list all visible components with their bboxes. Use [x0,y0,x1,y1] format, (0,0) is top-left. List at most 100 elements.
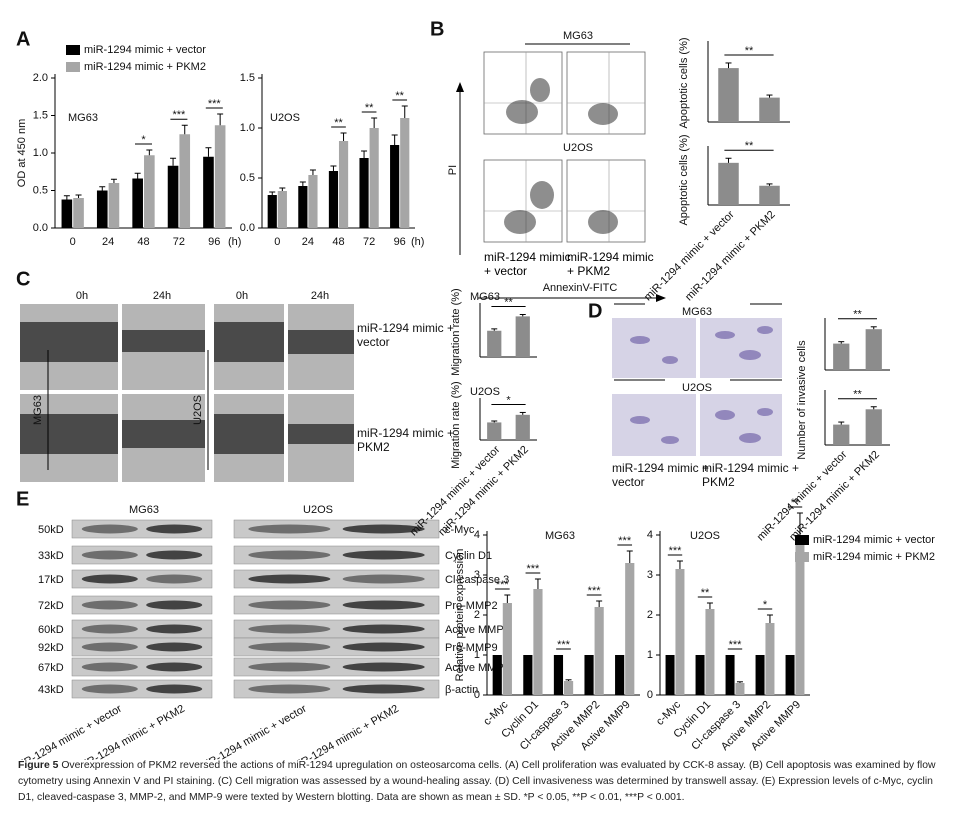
flow-title: U2OS [563,142,593,154]
bar [502,603,512,695]
bar [865,329,882,370]
dot-cloud [506,100,538,124]
bar [523,655,533,695]
bar [553,655,564,695]
y-tick-label: 1.0 [33,147,48,159]
blot-strip [233,545,440,565]
y-tick-label: 2 [647,609,653,621]
blot-band [81,624,138,634]
bar [277,191,287,228]
sig-label: *** [526,563,540,575]
legend-label: miR-1294 mimic + vector [84,44,206,56]
sig-label: ** [395,90,404,102]
bar [563,681,574,695]
sig-label: *** [172,109,186,121]
dot-cloud [588,103,618,125]
flow-plots: MG63 U2OS PI AnnexinV-FITC [447,30,666,302]
caption-text: Overexpression of PKM2 reversed the acti… [18,760,936,803]
y-tick-label: 0 [474,689,480,701]
blot-band [81,642,138,652]
time-label: 0h [76,290,88,302]
dot-cloud [530,181,554,209]
blot-band [248,600,331,610]
condition-label: miR-1294 mimic + vector [484,250,571,278]
protein-label: Pro-MMP9 [445,642,498,654]
y-tick-label: 0.0 [240,222,255,234]
blot-strip [71,569,213,589]
bar [515,316,530,357]
blot-band [248,574,331,584]
bar [179,134,191,228]
bar [833,343,850,370]
x-axis-label: (h) [228,236,241,248]
bar [675,569,685,695]
condition-label: miR-1294 mimic + vector [612,461,710,489]
sig-label: *** [557,639,571,651]
y-tick-label: 0 [647,689,653,701]
cell-label: U2OS [192,395,204,425]
blot-band [248,684,331,694]
bar [298,186,308,228]
blot-band [81,684,138,694]
x-tick-label: 0 [70,236,76,248]
bar [400,118,410,228]
bar [695,655,705,695]
y-tick-label: 1.5 [240,72,255,84]
panel-letter: B [430,18,444,40]
caption-label: Figure 5 [18,760,59,771]
chart-title: U2OS [470,386,500,398]
sig-label: * [763,599,768,611]
chart-title: U2OS [690,530,720,542]
x-axis-label: (h) [411,236,424,248]
x-tick-label: 72 [363,236,375,248]
sig-label: *** [496,579,510,591]
blot-strip [233,657,440,677]
y-tick-label: 4 [474,529,480,541]
size-label: 43kD [38,684,64,696]
bar [203,156,214,228]
panel-letter: C [16,268,30,290]
blot-strip [233,637,440,657]
sig-label: *** [669,545,683,557]
western-blots: MG63 U2OS [129,504,333,516]
bar [755,655,765,695]
bar [108,183,120,228]
bar [96,190,108,228]
sig-label: * [141,134,146,146]
size-label: 67kD [38,662,64,674]
y-tick-label: 1 [647,649,653,661]
blot-strip [71,679,213,699]
blot-band [342,524,425,534]
chart-title: MG63 [470,291,500,303]
bar [795,541,805,695]
legend-swatch [66,62,80,72]
cell-label: MG63 [32,395,44,425]
blot-band [146,524,203,534]
sig-label: ** [745,45,754,57]
x-tick-label: 72 [173,236,185,248]
legend-swatch [795,535,809,545]
y-tick-label: 3 [474,569,480,581]
y-tick-label: 2 [474,609,480,621]
y-tick-label: 0.0 [33,222,48,234]
flow-plot [566,51,646,135]
flow-ylabel: PI [447,165,459,175]
transwell-images: MG63 U2OS [612,303,782,456]
dot-cloud [588,210,618,234]
bar [584,655,594,695]
bar [487,330,502,357]
blot-band [146,600,203,610]
cell-label: U2OS [303,504,333,516]
bar [785,655,795,695]
bar [369,128,379,228]
sig-label: ** [853,389,862,401]
sig-label: ** [701,587,710,599]
bar [759,97,780,122]
size-label: 33kD [38,550,64,562]
chart-title: MG63 [68,112,98,124]
blot-strip [233,569,440,589]
flow-xlabel: AnnexinV-FITC [543,282,618,294]
blot-band [81,574,138,584]
blot-band [146,662,203,672]
bar [594,607,604,695]
